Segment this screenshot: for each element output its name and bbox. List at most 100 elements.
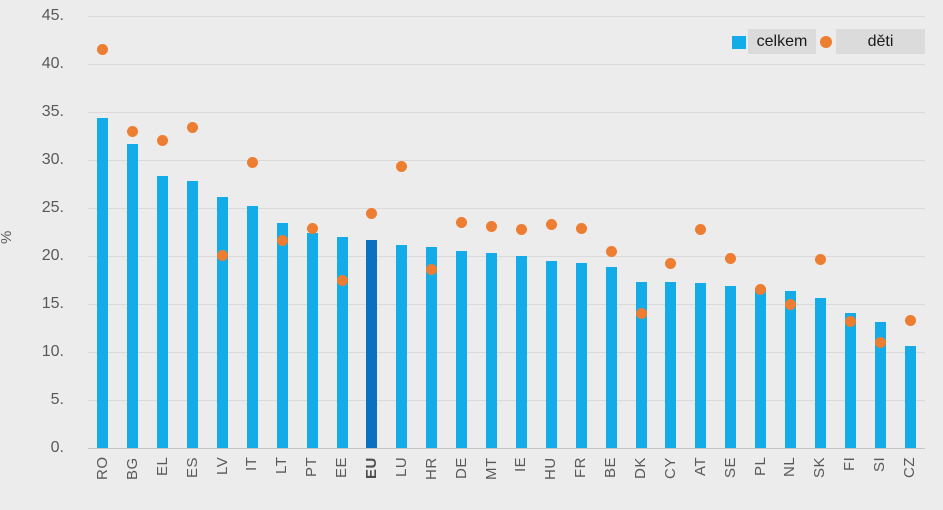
- x-axis-label-IT: IT: [243, 457, 261, 472]
- dot-DE[interactable]: [456, 216, 468, 228]
- x-axis-label-DE: DE: [452, 457, 470, 479]
- dot-FI[interactable]: [844, 315, 856, 327]
- dot-MT[interactable]: [486, 220, 498, 232]
- x-axis-label-RO: RO: [93, 457, 111, 481]
- dot-ES[interactable]: [187, 121, 199, 133]
- dot-SK[interactable]: [814, 254, 826, 266]
- bar-DK[interactable]: [635, 281, 647, 448]
- x-axis-label-IE: IE: [512, 457, 530, 473]
- dot-CZ[interactable]: [904, 314, 916, 326]
- bar-CY[interactable]: [665, 281, 677, 448]
- y-axis-tick-label: 40.: [41, 55, 64, 72]
- bar-EL[interactable]: [157, 176, 169, 448]
- dot-PL[interactable]: [755, 284, 767, 296]
- dot-PT[interactable]: [306, 222, 318, 234]
- bar-BG[interactable]: [127, 143, 139, 448]
- dot-HU[interactable]: [545, 218, 557, 230]
- bar-ES[interactable]: [187, 181, 199, 448]
- bar-EE[interactable]: [336, 236, 348, 448]
- dot-LV[interactable]: [217, 249, 229, 261]
- bar-NL[interactable]: [784, 290, 796, 448]
- x-axis-label-LT: LT: [273, 457, 291, 475]
- dot-SE[interactable]: [725, 253, 737, 265]
- x-axis-line: [88, 448, 925, 449]
- y-axis-tick-label: 5.: [50, 391, 64, 408]
- dot-EL[interactable]: [157, 135, 169, 147]
- dot-IE[interactable]: [515, 223, 527, 235]
- dot-BG[interactable]: [127, 125, 139, 137]
- bar-FI[interactable]: [844, 312, 856, 448]
- bar-DE[interactable]: [456, 251, 468, 448]
- legend-deti-label[interactable]: děti: [836, 29, 925, 54]
- y-axis-tick-label: 20.: [41, 247, 64, 264]
- x-axis-label-AT: AT: [691, 457, 709, 477]
- dot-CY[interactable]: [665, 258, 677, 270]
- dot-EE[interactable]: [336, 275, 348, 287]
- bar-EU[interactable]: [366, 239, 378, 448]
- dot-AT[interactable]: [695, 223, 707, 235]
- bar-HR[interactable]: [426, 247, 438, 448]
- bar-IE[interactable]: [515, 256, 527, 448]
- x-axis-label-EU: EU: [362, 457, 380, 479]
- x-axis-label-HU: HU: [542, 457, 560, 480]
- bar-MT[interactable]: [486, 253, 498, 448]
- x-axis-label-SK: SK: [811, 457, 829, 479]
- bar-PL[interactable]: [755, 287, 767, 448]
- x-axis-label-LU: LU: [392, 457, 410, 478]
- x-axis-label-EE: EE: [333, 457, 351, 479]
- y-axis-tick-label: 15.: [41, 295, 64, 312]
- dot-NL[interactable]: [784, 298, 796, 310]
- legend-deti-swatch-icon[interactable]: [820, 36, 832, 48]
- bar-BE[interactable]: [605, 266, 617, 448]
- dot-IT[interactable]: [246, 157, 258, 169]
- y-axis-tick-label: 25.: [41, 199, 64, 216]
- bar-LV[interactable]: [217, 197, 229, 448]
- bar-LU[interactable]: [396, 245, 408, 448]
- y-axis-tick-label: 30.: [41, 151, 64, 168]
- x-axis-label-EL: EL: [153, 457, 171, 477]
- x-axis-label-MT: MT: [482, 457, 500, 480]
- y-axis-tick-label: 10.: [41, 343, 64, 360]
- bar-CZ[interactable]: [904, 346, 916, 448]
- gridline: [88, 160, 925, 161]
- bar-SI[interactable]: [874, 322, 886, 448]
- gridline: [88, 112, 925, 113]
- dot-EU[interactable]: [366, 208, 378, 220]
- dot-LU[interactable]: [396, 161, 408, 173]
- dot-DK[interactable]: [635, 308, 647, 320]
- dot-SI[interactable]: [874, 336, 886, 348]
- bar-PT[interactable]: [306, 232, 318, 448]
- bar-LT[interactable]: [276, 223, 288, 448]
- y-axis-title: %: [0, 222, 28, 244]
- dot-BE[interactable]: [605, 245, 617, 257]
- x-axis-label-ES: ES: [183, 457, 201, 479]
- bar-SK[interactable]: [814, 298, 826, 448]
- bar-HU[interactable]: [545, 260, 557, 448]
- dot-FR[interactable]: [575, 222, 587, 234]
- bar-SE[interactable]: [725, 285, 737, 448]
- x-axis-label-LV: LV: [213, 457, 231, 476]
- dot-LT[interactable]: [276, 235, 288, 247]
- x-axis-label-CZ: CZ: [901, 457, 919, 478]
- bar-AT[interactable]: [695, 282, 707, 448]
- x-axis-label-FI: FI: [841, 457, 859, 472]
- plot-area[interactable]: [88, 16, 925, 449]
- x-axis-label-BG: BG: [123, 457, 141, 480]
- x-axis-label-SE: SE: [721, 457, 739, 479]
- gridline: [88, 16, 925, 17]
- gridline: [88, 304, 925, 305]
- legend-celkem-swatch-icon[interactable]: [732, 36, 746, 49]
- x-axis-label-DK: DK: [632, 457, 650, 479]
- gridline: [88, 352, 925, 353]
- bar-RO[interactable]: [97, 117, 109, 448]
- legend-celkem-label[interactable]: celkem: [748, 29, 816, 54]
- y-axis-tick-label: 0.: [50, 439, 64, 456]
- gridline: [88, 64, 925, 65]
- bar-IT[interactable]: [246, 206, 258, 448]
- x-axis-label-PL: PL: [751, 457, 769, 477]
- x-axis-label-CY: CY: [661, 457, 679, 479]
- dot-HR[interactable]: [426, 263, 438, 275]
- dot-RO[interactable]: [97, 44, 109, 56]
- bar-FR[interactable]: [575, 262, 587, 448]
- gridline: [88, 400, 925, 401]
